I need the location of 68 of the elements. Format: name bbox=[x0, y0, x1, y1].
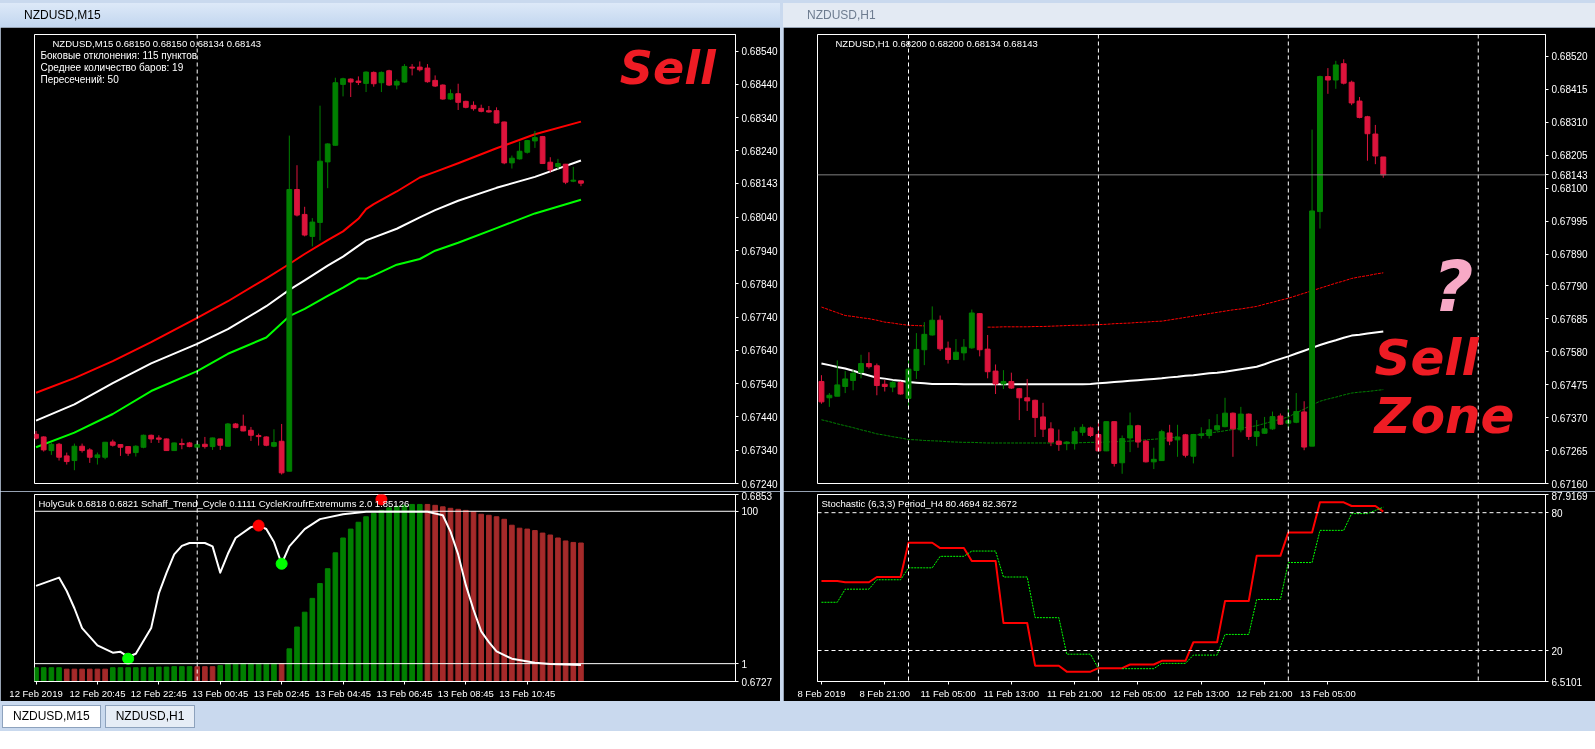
y-tick-label: 0.67940 bbox=[741, 245, 779, 257]
y-tick-label: 80 bbox=[1551, 507, 1564, 519]
y-tick-label: 0.68310 bbox=[1551, 117, 1589, 129]
y-tick-label: 0.67440 bbox=[741, 411, 779, 423]
ref-line-label: 100 bbox=[741, 506, 759, 518]
y-tick-label: 0.67265 bbox=[1551, 445, 1589, 457]
chart-subtitle: Stochastic (6,3,3) Period_H4 80.4694 82.3672 bbox=[821, 497, 1017, 509]
y-tick-label: 0.67685 bbox=[1551, 313, 1589, 325]
text: NZDUSD,H1 bbox=[104, 705, 196, 729]
y-tick-label: 0.68440 bbox=[741, 79, 779, 91]
chart-subtitle: HolyGuk 0.6818 0.6821 Schaff_Trend_Cycle 0.1111 CycleKroufrExtremums 2.0 1.85126 bbox=[38, 497, 410, 509]
annotation: Среднее количество баров: 19 bbox=[40, 61, 184, 73]
x-tick-label: 12 Feb 20:45 bbox=[69, 687, 126, 699]
x-tick-label: 11 Feb 13:00 bbox=[983, 687, 1040, 699]
y-tick-label: 0.68100 bbox=[1551, 183, 1589, 195]
x-tick-label: 13 Feb 08:45 bbox=[437, 687, 494, 699]
x-tick-label: 12 Feb 2019 bbox=[9, 687, 63, 699]
ref-line-label: 1 bbox=[741, 658, 748, 670]
x-tick-label: 13 Feb 04:45 bbox=[315, 687, 372, 699]
y-tick-label: 0.68205 bbox=[1551, 150, 1589, 162]
y-tick-label: 0.67790 bbox=[1551, 280, 1589, 292]
text: NZDUSD,M15 bbox=[2, 705, 101, 729]
chart-subtitle: NZDUSD,M15 0.68150 0.68150 0.68134 0.68143 bbox=[52, 37, 262, 49]
annotation: Пересечений: 50 bbox=[40, 73, 120, 85]
annotation: Sell Zone bbox=[1372, 328, 1515, 445]
y-tick-label: 0.67640 bbox=[741, 345, 779, 357]
y-tick-label: 0.68415 bbox=[1551, 84, 1589, 96]
y-tick-label: 87.9169 bbox=[1551, 490, 1589, 502]
chart-title: NZDUSD,M15 bbox=[24, 7, 101, 24]
y-tick-label: 0.67160 bbox=[1551, 478, 1589, 490]
y-tick-label: 0.68040 bbox=[741, 212, 779, 224]
y-tick-label: 0.68240 bbox=[741, 145, 779, 157]
y-tick-label: 0.67370 bbox=[1551, 412, 1589, 424]
y-tick-label: 0.6727 bbox=[741, 676, 773, 688]
y-tick-label: 0.68340 bbox=[741, 112, 779, 124]
x-tick-label: 13 Feb 10:45 bbox=[499, 687, 556, 699]
y-tick-label: 6.5101 bbox=[1551, 676, 1583, 688]
y-tick-label: 0.68143 bbox=[741, 178, 779, 190]
y-tick-label: 0.67890 bbox=[1551, 249, 1589, 261]
chart-title: NZDUSD,H1 bbox=[807, 7, 876, 24]
x-tick-label: 13 Feb 06:45 bbox=[376, 687, 433, 699]
annotation: Боковые отклонения: 115 пунктов bbox=[40, 49, 198, 61]
y-tick-label: 0.68540 bbox=[741, 46, 779, 58]
x-tick-label: 13 Feb 02:45 bbox=[253, 687, 310, 699]
x-tick-label: 13 Feb 00:45 bbox=[192, 687, 249, 699]
y-tick-label: 0.67340 bbox=[741, 445, 779, 457]
y-tick-label: 0.67580 bbox=[1551, 346, 1589, 358]
x-tick-label: 12 Feb 13:00 bbox=[1173, 687, 1230, 699]
y-tick-label: 0.67740 bbox=[741, 312, 779, 324]
annotation: ? bbox=[1432, 245, 1474, 328]
x-tick-label: 8 Feb 2019 bbox=[797, 687, 846, 699]
annotation: Sell bbox=[619, 41, 717, 96]
chart-subtitle: NZDUSD,H1 0.68200 0.68200 0.68134 0.68143 bbox=[835, 37, 1038, 49]
x-tick-label: 12 Feb 05:00 bbox=[1109, 687, 1166, 699]
x-tick-label: 11 Feb 05:00 bbox=[920, 687, 976, 699]
y-tick-label: 0.6853 bbox=[741, 490, 773, 502]
y-tick-label: 0.67995 bbox=[1551, 216, 1589, 228]
y-tick-label: 0.67240 bbox=[741, 478, 779, 490]
y-tick-label: 20 bbox=[1551, 645, 1564, 657]
y-tick-label: 0.67475 bbox=[1551, 379, 1589, 391]
x-tick-label: 8 Feb 21:00 bbox=[859, 687, 911, 699]
x-tick-label: 12 Feb 22:45 bbox=[130, 687, 187, 699]
y-tick-label: 0.67540 bbox=[741, 378, 779, 390]
x-tick-label: 13 Feb 05:00 bbox=[1299, 687, 1356, 699]
y-tick-label: 0.68520 bbox=[1551, 51, 1589, 63]
x-tick-label: 11 Feb 21:00 bbox=[1047, 687, 1103, 699]
x-tick-label: 12 Feb 21:00 bbox=[1236, 687, 1293, 699]
y-tick-label: 0.67840 bbox=[741, 278, 779, 290]
